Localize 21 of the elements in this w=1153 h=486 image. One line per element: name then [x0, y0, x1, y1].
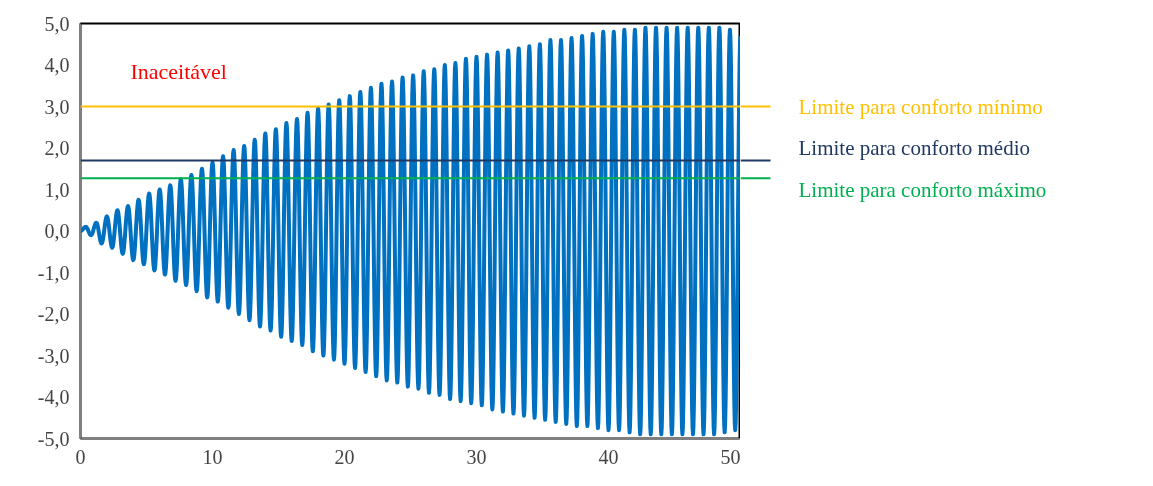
- y-tick-label: 1,0: [44, 178, 70, 201]
- annotation: Inaceitável: [130, 58, 227, 84]
- y-tick-label: -1,0: [37, 261, 70, 284]
- y-tick-label: -4,0: [37, 386, 70, 408]
- x-tick-label: 0: [75, 445, 86, 468]
- y-tick-label: 4,0: [44, 54, 70, 76]
- y-tick-label: 3,0: [44, 95, 70, 118]
- ref-line-label: Limite para conforto médio: [798, 136, 1031, 161]
- x-tick-label: 20: [334, 445, 355, 468]
- y-tick-label: -5,0: [37, 427, 70, 450]
- x-tick-label: 10: [202, 445, 223, 468]
- ref-line-label: Limite para conforto máximo: [798, 178, 1047, 203]
- y-tick-label: 2,0: [44, 137, 70, 159]
- x-tick-label: 40: [598, 445, 619, 468]
- ref-line-label: Limite para conforto mínimo: [798, 94, 1043, 119]
- y-tick-label: 0,0: [44, 220, 70, 242]
- y-tick-label: -3,0: [37, 344, 70, 367]
- x-tick-label: 50: [720, 445, 741, 468]
- y-tick-label: -2,0: [37, 303, 70, 325]
- y-tick-label: 5,0: [44, 12, 70, 35]
- x-tick-label: 30: [466, 445, 487, 468]
